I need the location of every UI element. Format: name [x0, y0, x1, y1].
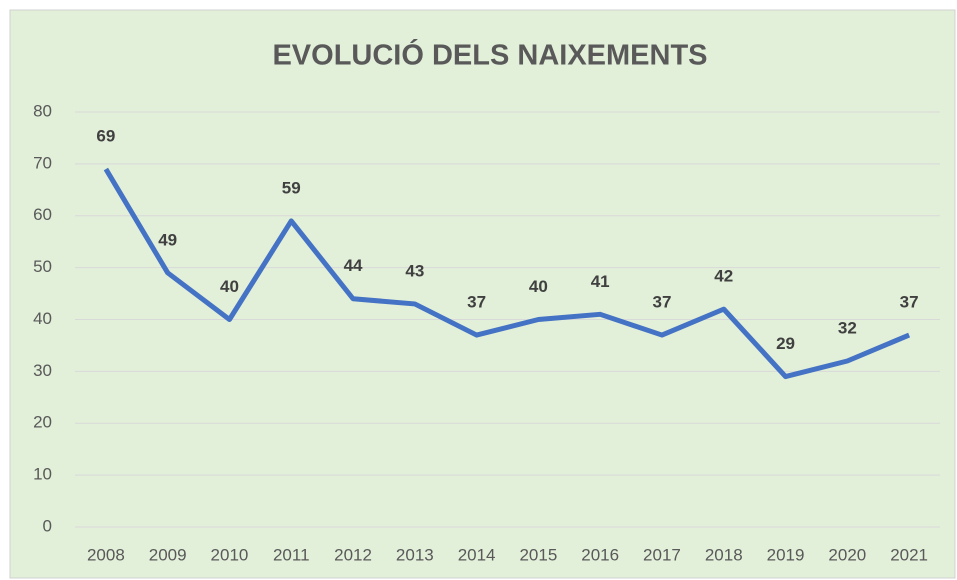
x-tick-label: 2016 — [581, 545, 619, 564]
data-label: 29 — [776, 334, 795, 353]
x-tick-label: 2017 — [643, 545, 681, 564]
x-tick-label: 2019 — [767, 545, 805, 564]
chart-area — [9, 9, 956, 579]
y-tick-label: 70 — [33, 153, 52, 172]
y-tick-label: 30 — [33, 361, 52, 380]
y-tick-label: 10 — [33, 465, 52, 484]
data-label: 40 — [220, 277, 239, 296]
y-tick-label: 0 — [43, 516, 52, 535]
data-label: 59 — [282, 178, 301, 197]
x-tick-label: 2018 — [705, 545, 743, 564]
y-tick-label: 40 — [33, 309, 52, 328]
x-tick-label: 2021 — [890, 545, 928, 564]
x-tick-label: 2020 — [828, 545, 866, 564]
data-label: 43 — [405, 261, 424, 280]
data-label: 40 — [529, 277, 548, 296]
y-tick-label: 60 — [33, 205, 52, 224]
data-line — [103, 167, 911, 380]
data-label: 32 — [838, 318, 857, 337]
data-label: 49 — [158, 230, 177, 249]
y-tick-label: 50 — [33, 257, 52, 276]
x-tick-label: 2013 — [396, 545, 434, 564]
data-label: 41 — [591, 272, 610, 291]
data-label: 37 — [467, 293, 486, 312]
x-tick-label: 2015 — [519, 545, 557, 564]
data-label: 37 — [900, 293, 919, 312]
x-tick-label: 2011 — [273, 545, 310, 564]
x-tick-label: 2012 — [334, 545, 372, 564]
data-label: 37 — [653, 293, 672, 312]
data-label: 44 — [344, 256, 363, 275]
data-label: 69 — [96, 127, 115, 146]
data-label: 42 — [714, 267, 733, 286]
chart-title: EVOLUCIÓ DELS NAIXEMENTS — [272, 38, 707, 72]
y-tick-label: 20 — [33, 413, 52, 432]
x-tick-label: 2008 — [87, 545, 125, 564]
y-tick-label: 80 — [33, 101, 52, 120]
x-tick-label: 2010 — [211, 545, 249, 564]
x-tick-label: 2014 — [458, 545, 496, 564]
x-tick-label: 2009 — [149, 545, 187, 564]
